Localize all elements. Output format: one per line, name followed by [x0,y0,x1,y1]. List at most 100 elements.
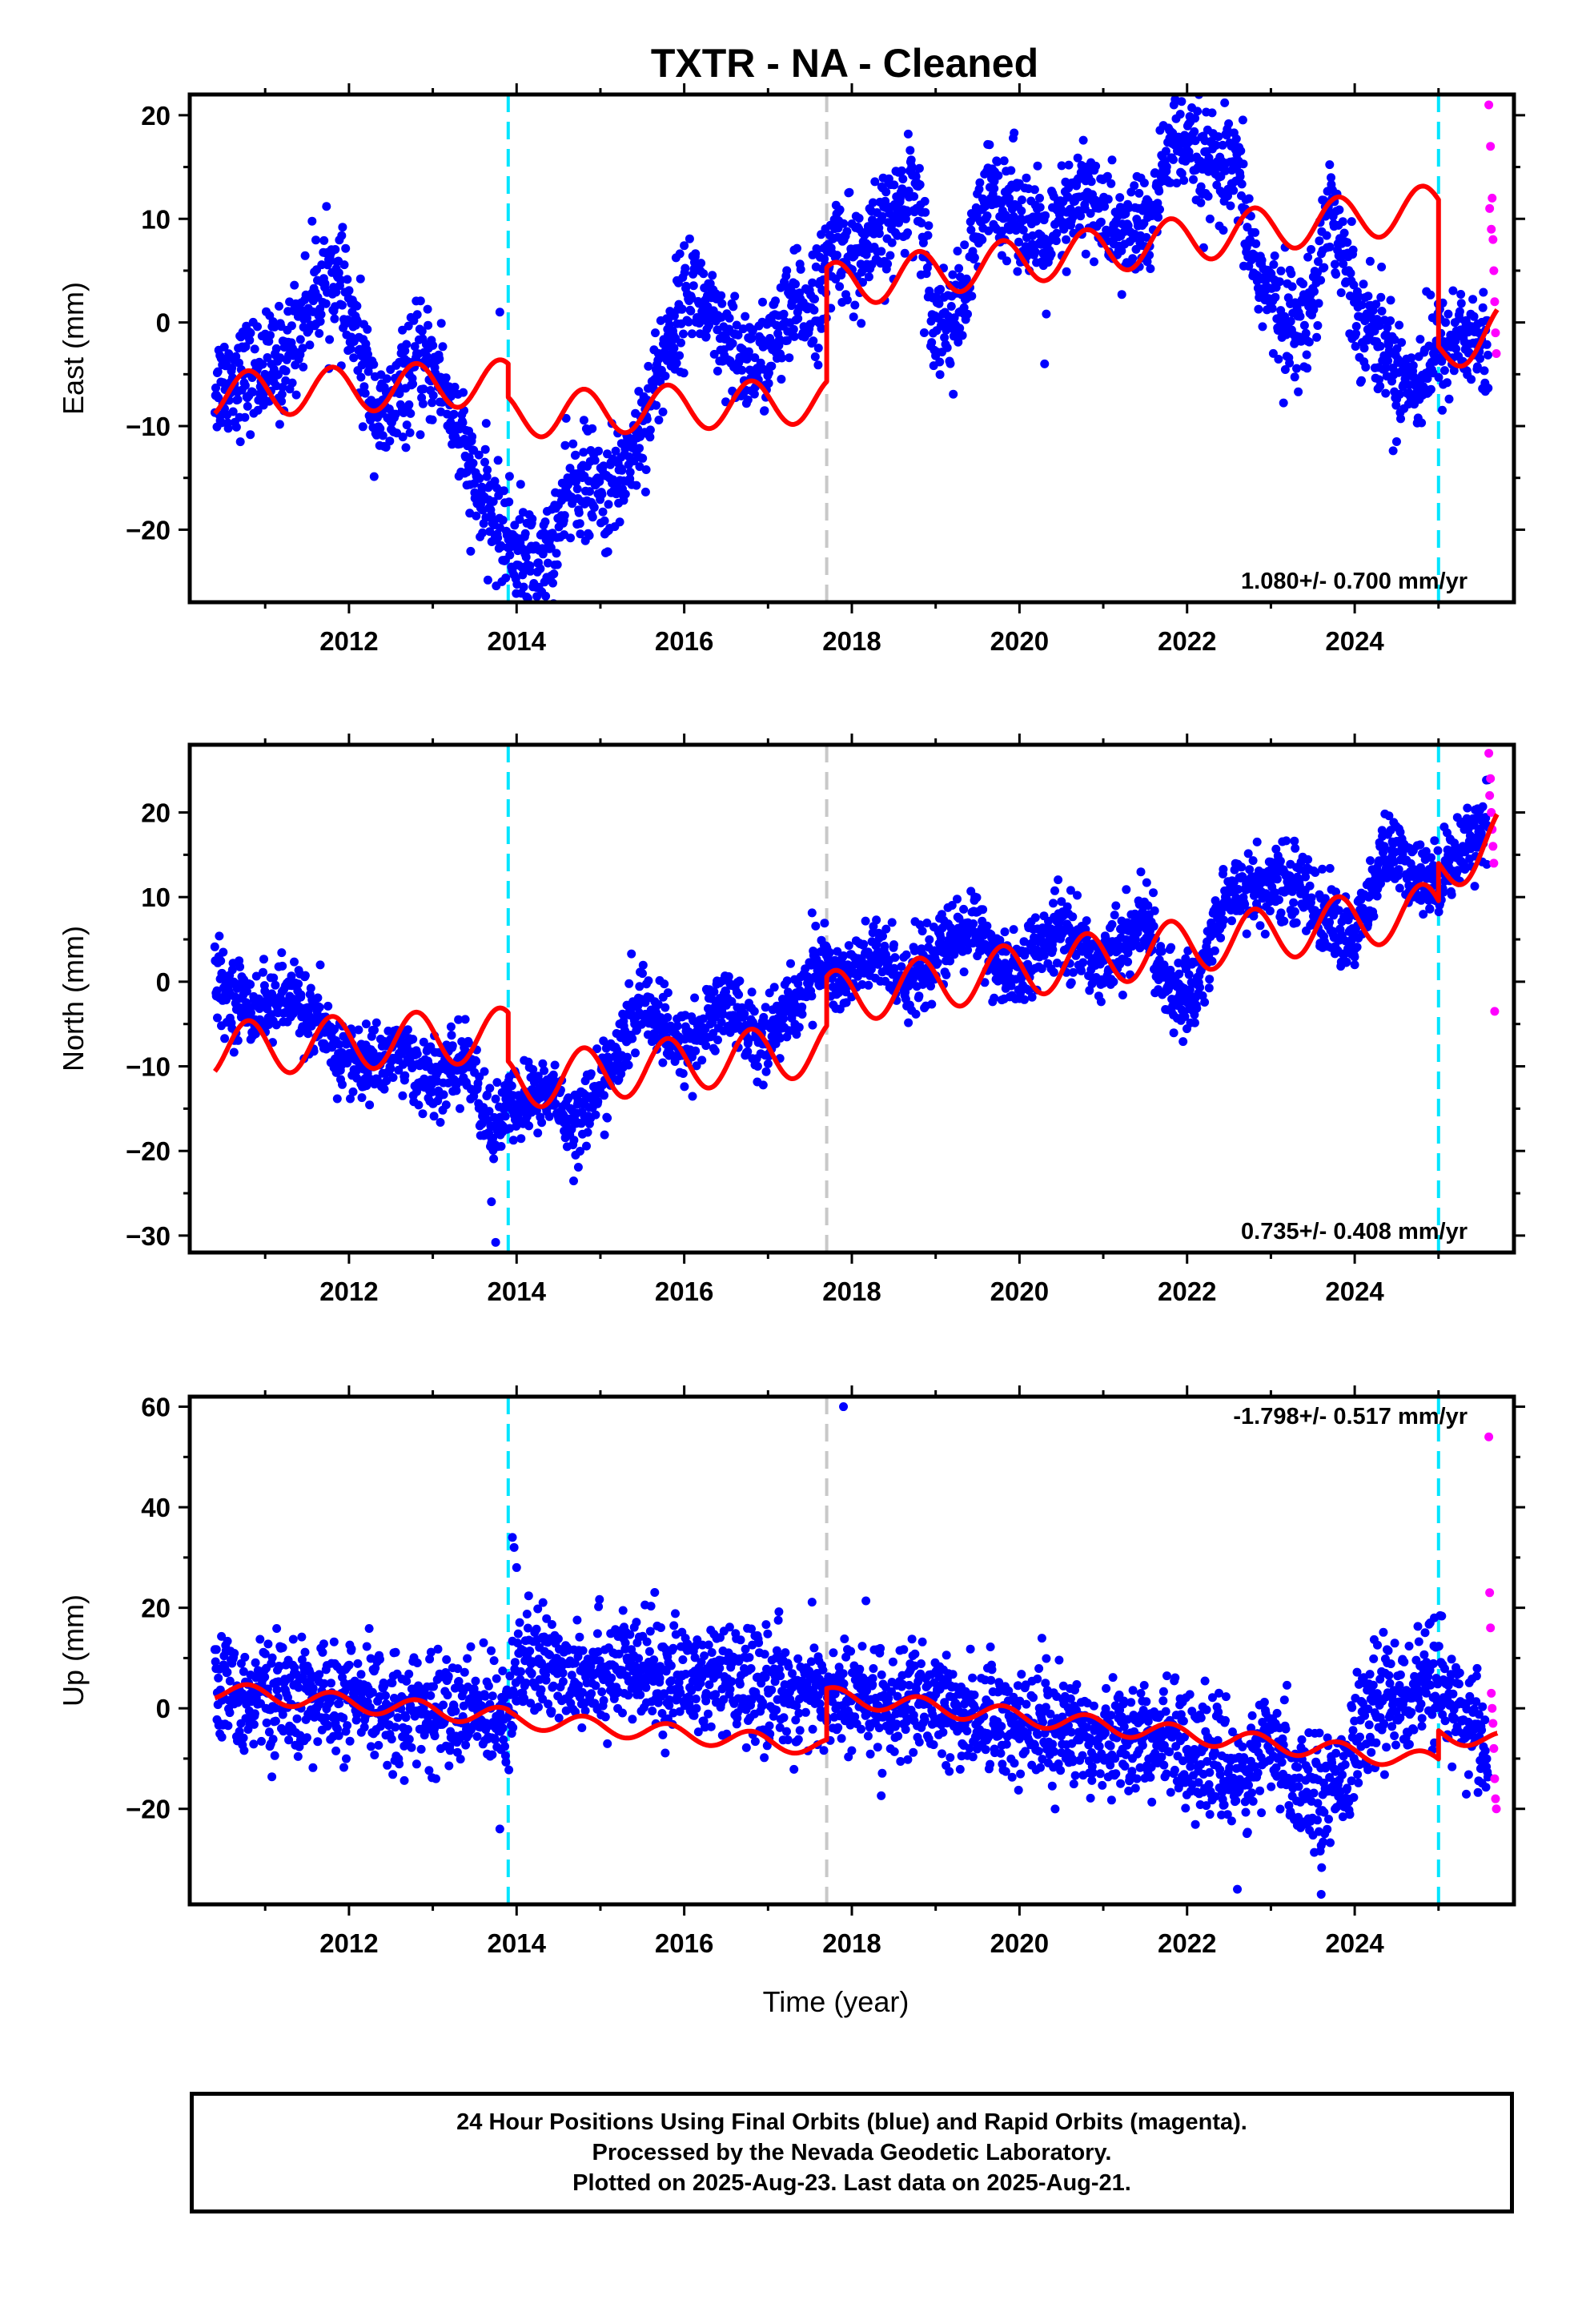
final-orbit-point [296,990,306,999]
final-orbit-point [1190,1018,1199,1027]
final-orbit-point [779,1014,789,1023]
final-orbit-point [1068,912,1078,922]
final-orbit-point [1237,862,1247,872]
final-orbit-point [934,299,944,308]
final-orbit-point [370,1025,379,1035]
final-orbit-point [793,979,803,988]
final-orbit-point [507,1081,516,1091]
final-orbit-point [1234,885,1243,894]
final-orbit-point [1318,864,1327,874]
final-orbit-point [439,1090,448,1100]
final-orbit-point [416,296,425,306]
final-orbit-point [743,1047,753,1056]
final-orbit-point [1305,881,1315,891]
final-orbit-point [215,931,224,941]
final-orbit-point [782,266,792,275]
final-orbit-point [1219,226,1228,235]
final-orbit-point [1339,228,1349,238]
final-orbit-point [1205,975,1215,984]
final-orbit-point [1207,956,1217,966]
final-orbit-point [1057,161,1066,171]
final-orbit-point [611,446,620,456]
y-tick-label: 0 [156,308,171,338]
final-orbit-point [429,1112,439,1121]
final-orbit-point [419,1037,428,1047]
final-orbit-point [460,1015,470,1024]
final-orbit-point [475,474,484,483]
final-orbit-point [414,1100,424,1110]
final-orbit-point [1314,299,1323,308]
final-orbit-point [631,1048,640,1058]
final-orbit-point [808,1020,817,1030]
final-orbit-point [923,231,933,240]
final-orbit-point [807,908,817,918]
final-orbit-point [472,1056,481,1066]
final-orbit-point [970,253,979,263]
final-orbit-point [652,400,661,410]
final-orbit-point [809,336,818,346]
final-orbit-point [371,1018,381,1027]
final-orbit-point [1276,266,1286,275]
final-orbit-point [1467,375,1476,384]
final-orbit-point [1376,292,1386,302]
final-orbit-point [319,235,329,245]
final-orbit-point [408,1035,418,1044]
final-orbit-point [362,1081,371,1091]
y-tick-label: 10 [141,204,171,234]
final-orbit-point [378,431,387,440]
final-orbit-point [391,409,400,419]
final-orbit-point [623,1052,632,1062]
final-orbit-point [1109,977,1118,987]
final-orbit-point [287,378,297,388]
final-orbit-point [663,988,673,998]
final-orbit-point [1155,205,1164,214]
final-orbit-point [889,940,898,950]
final-orbit-point [817,324,826,333]
final-orbit-point [793,314,803,324]
final-orbit-point [349,353,359,363]
final-orbit-point [599,1036,608,1046]
final-orbit-point [713,366,722,376]
final-orbit-point [1260,929,1270,939]
final-orbit-point [259,967,267,977]
final-orbit-point [1269,259,1279,269]
final-orbit-point [412,1049,422,1059]
final-orbit-point [1193,107,1203,116]
final-orbit-point [1135,943,1145,953]
final-orbit-point [1315,236,1324,246]
final-orbit-point [402,420,412,430]
final-orbit-points [210,775,1493,1247]
final-orbit-point [604,500,613,509]
final-orbit-point [576,529,585,539]
final-orbit-point [1161,147,1170,156]
final-orbit-point [727,997,737,1006]
final-orbit-point [777,353,786,363]
final-orbit-outlier [1040,359,1050,368]
final-orbit-point [796,264,805,274]
final-orbit-point [1035,203,1045,212]
final-orbit-point [1219,915,1229,925]
final-orbit-point [405,428,415,437]
final-orbit-point [269,973,279,983]
final-orbit-point [813,246,821,255]
final-orbit-point [599,461,608,471]
final-orbit-point [540,517,550,527]
final-orbit-point [1455,307,1464,316]
final-orbit-point [705,321,713,330]
final-orbit-point [428,391,438,400]
panel-north: 2012 2014 2016 2018 2020 2022 2024−30−20−10010… [57,734,1525,1306]
final-orbit-point [842,227,852,236]
final-orbit-point [428,340,438,350]
final-orbit-point [275,301,283,311]
final-orbit-point [531,609,540,618]
final-orbit-point [1357,376,1366,385]
final-orbit-point [343,275,352,284]
final-orbit-point [1351,329,1361,339]
final-orbit-point [572,485,582,493]
final-orbit-point [1229,186,1239,195]
final-orbit-point [1177,169,1186,179]
final-orbit-point [678,1069,688,1078]
final-orbit-point [1082,916,1091,926]
final-orbit-point [656,377,665,387]
final-orbit-point [732,320,741,330]
